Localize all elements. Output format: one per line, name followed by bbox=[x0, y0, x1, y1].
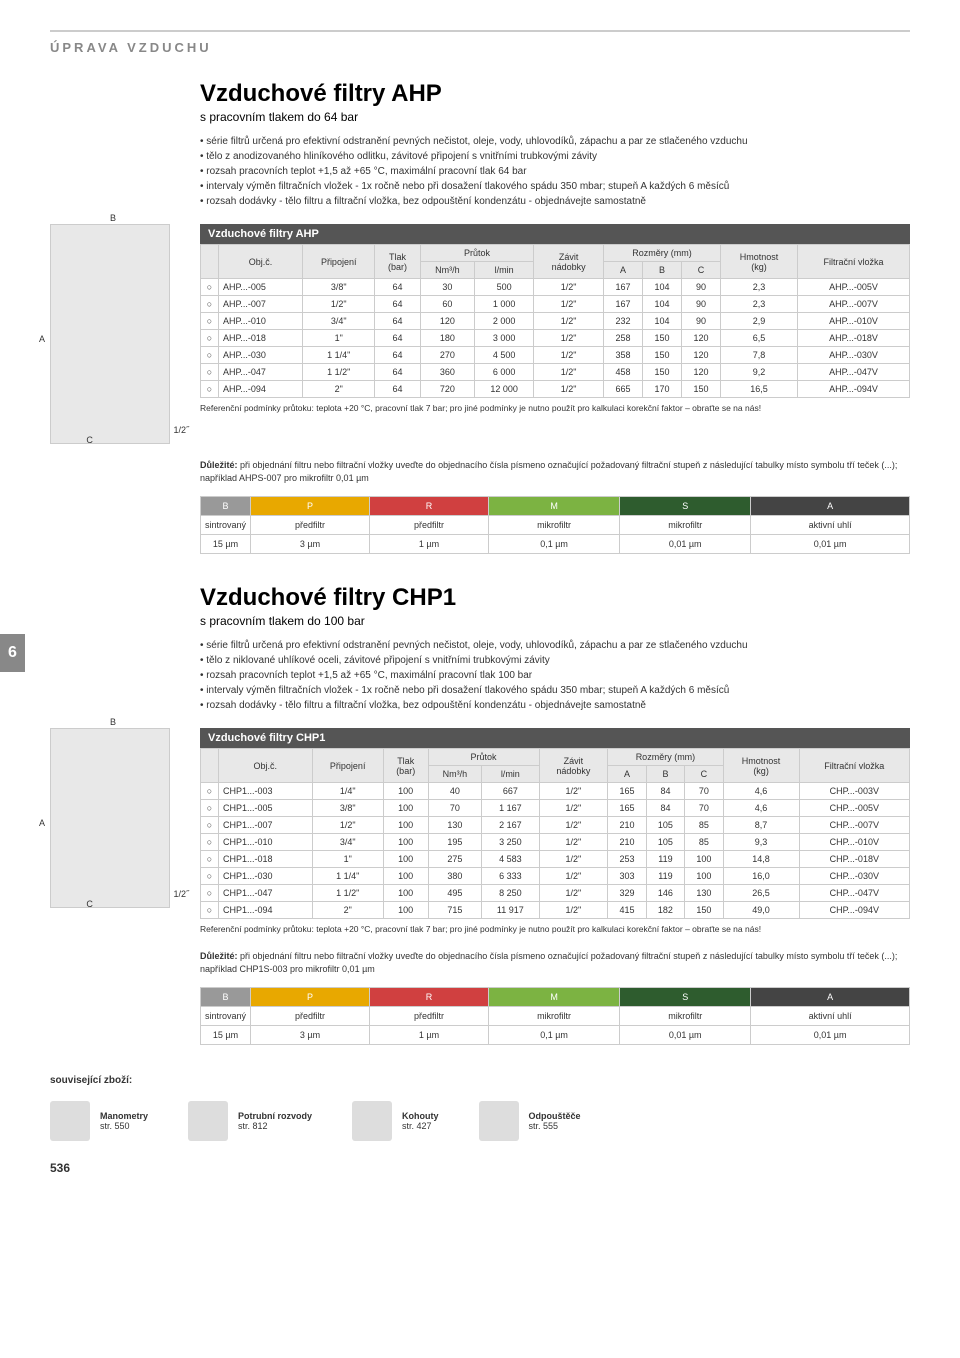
table-row: ○CHP1...-0031/4"100406671/2"16584704,6CH… bbox=[201, 783, 910, 800]
section1-table: Obj.č.PřipojeníTlak(bar)PrůtokZávitnádob… bbox=[200, 244, 910, 398]
filter-grades-table-1: BPRMSAsintrovanýpředfiltrpředfiltrmikrof… bbox=[200, 496, 910, 554]
section2-diagram: B A C 1/2˝ bbox=[50, 728, 170, 935]
related-thumb bbox=[352, 1101, 392, 1141]
page-header: ÚPRAVA VZDUCHU bbox=[50, 30, 910, 55]
filter-diagram-chp1: B A C 1/2˝ bbox=[50, 728, 170, 908]
table-row: ○AHP...-0942"6472012 0001/2"66517015016,… bbox=[201, 381, 910, 398]
section1-title: Vzduchové filtry AHP bbox=[200, 80, 910, 108]
page-footer: 536 bbox=[50, 1161, 910, 1175]
section1-subtitle: s pracovním tlakem do 64 bar bbox=[200, 110, 910, 124]
table-row: ○CHP1...-0301 1/4"1003806 3331/2"3031191… bbox=[201, 868, 910, 885]
section2-important: Důležité: při objednání filtru nebo filt… bbox=[200, 950, 910, 975]
section1-bullets: série filtrů určená pro efektivní odstra… bbox=[200, 134, 910, 209]
related-item[interactable]: Potrubní rozvodystr. 812 bbox=[188, 1101, 312, 1141]
section1-table-title: Vzduchové filtry AHP bbox=[200, 224, 910, 244]
table-row: ○AHP...-0053/8"64305001/2"167104902,3AHP… bbox=[201, 279, 910, 296]
table-row: ○CHP1...-0471 1/2"1004958 2501/2"3291461… bbox=[201, 885, 910, 902]
filter-grades-table-2: BPRMSAsintrovanýpředfiltrpředfiltrmikrof… bbox=[200, 987, 910, 1045]
section1-important: Důležité: při objednání filtru nebo filt… bbox=[200, 459, 910, 484]
section2-table: Obj.č.PřipojeníTlak(bar)PrůtokZávitnádob… bbox=[200, 748, 910, 919]
table-row: ○AHP...-0301 1/4"642704 5001/2"358150120… bbox=[201, 347, 910, 364]
table-row: ○AHP...-0181"641803 0001/2"2581501206,5A… bbox=[201, 330, 910, 347]
related-row: Manometrystr. 550 Potrubní rozvodystr. 81… bbox=[50, 1101, 910, 1141]
section2-subtitle: s pracovním tlakem do 100 bar bbox=[200, 614, 910, 628]
table-row: ○CHP1...-0942"10071511 9171/2"4151821504… bbox=[201, 902, 910, 919]
related-item[interactable]: Manometrystr. 550 bbox=[50, 1101, 148, 1141]
table-row: ○CHP1...-0053/8"100701 1671/2"16584704,6… bbox=[201, 800, 910, 817]
filter-diagram-ahp: B A C 1/2˝ bbox=[50, 224, 170, 444]
related-thumb bbox=[188, 1101, 228, 1141]
section2-title: Vzduchové filtry CHP1 bbox=[200, 584, 910, 612]
related-title: související zboží: bbox=[50, 1075, 910, 1086]
section1-diagram: B A C 1/2˝ bbox=[50, 224, 170, 444]
section2-table-title: Vzduchové filtry CHP1 bbox=[200, 728, 910, 748]
table-row: ○CHP1...-0103/4"1001953 2501/2"210105859… bbox=[201, 834, 910, 851]
table-row: ○AHP...-0071/2"64601 0001/2"167104902,3A… bbox=[201, 296, 910, 313]
related-item[interactable]: Kohoutystr. 427 bbox=[352, 1101, 439, 1141]
table-row: ○AHP...-0471 1/2"643606 0001/2"458150120… bbox=[201, 364, 910, 381]
related-thumb bbox=[479, 1101, 519, 1141]
section1-ref-note: Referenční podmínky průtoku: teplota +20… bbox=[200, 403, 910, 414]
related-item[interactable]: Odpouštěčestr. 555 bbox=[479, 1101, 581, 1141]
section2-ref-note: Referenční podmínky průtoku: teplota +20… bbox=[200, 924, 910, 935]
table-row: ○CHP1...-0071/2"1001302 1671/2"210105858… bbox=[201, 817, 910, 834]
section2-bullets: série filtrů určená pro efektivní odstra… bbox=[200, 638, 910, 713]
related-thumb bbox=[50, 1101, 90, 1141]
page-tab: 6 bbox=[0, 634, 25, 672]
table-row: ○AHP...-0103/4"641202 0001/2"232104902,9… bbox=[201, 313, 910, 330]
table-row: ○CHP1...-0181"1002754 5831/2"25311910014… bbox=[201, 851, 910, 868]
